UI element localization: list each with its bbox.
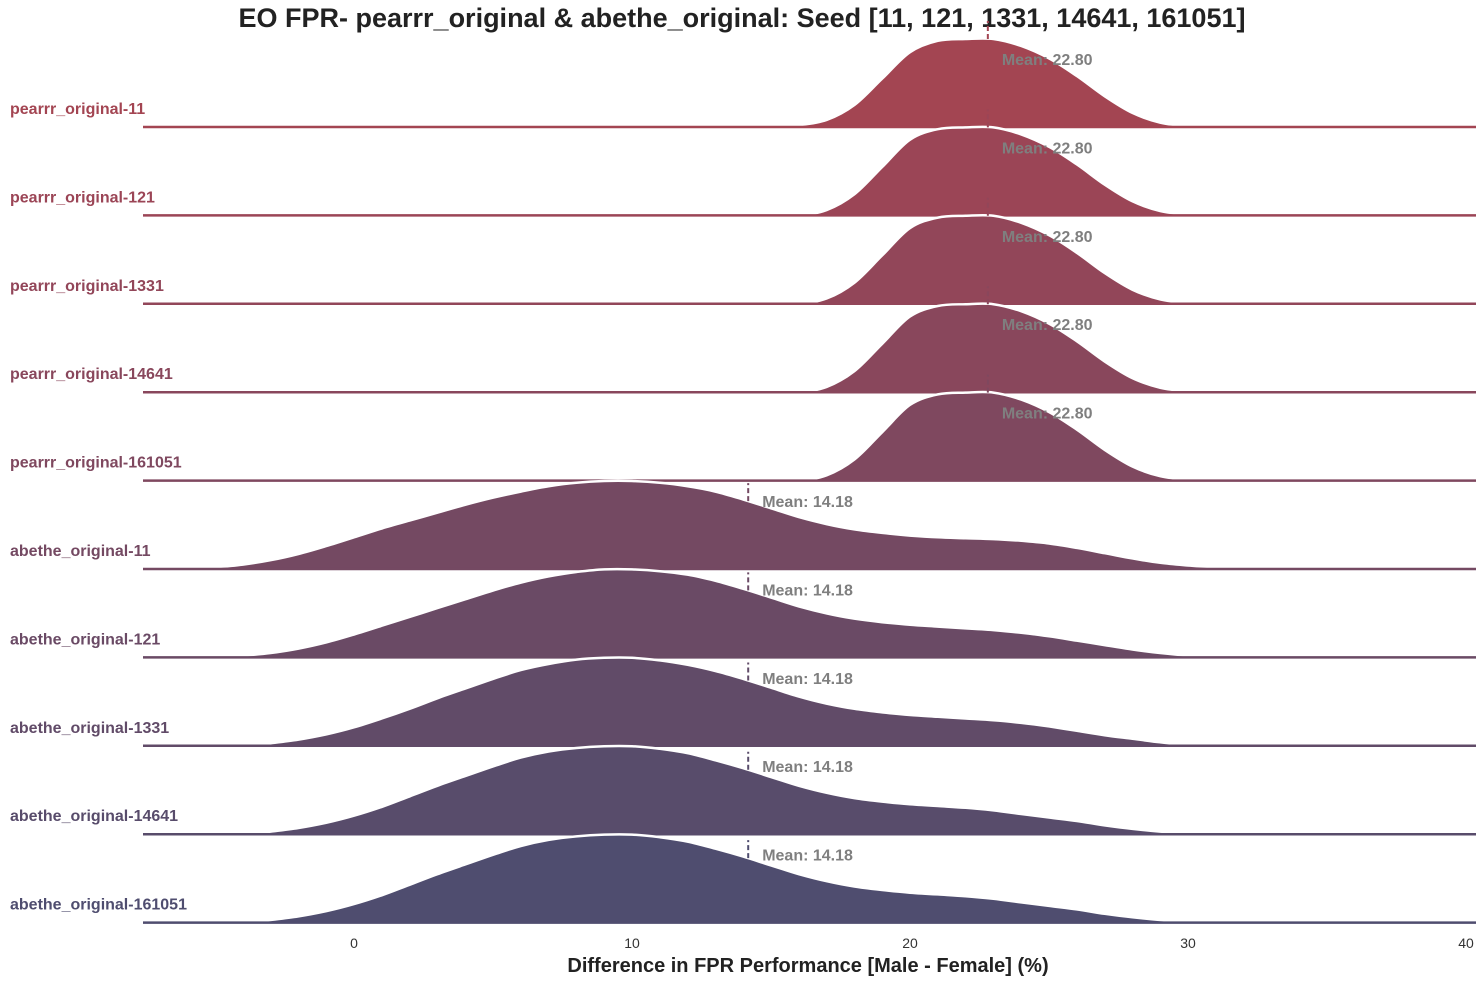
ridge-outline bbox=[159, 302, 1466, 394]
ridge-area bbox=[143, 745, 1476, 835]
ridge-area bbox=[143, 834, 1476, 923]
x-axis-ticks: 0 10 20 30 40 bbox=[350, 935, 1474, 951]
x-axis-label: Difference in FPR Performance [Male - Fe… bbox=[567, 955, 1048, 977]
ridge-outline bbox=[159, 37, 1466, 129]
row-label: abethe_original-14641 bbox=[10, 808, 178, 825]
ridge-outline bbox=[159, 213, 1466, 306]
ridge-abethe_original-121: Mean: 14.18 abethe_original-121 bbox=[10, 567, 1476, 659]
row-label: abethe_original-121 bbox=[10, 631, 160, 648]
mean-label: Mean: 14.18 bbox=[762, 759, 853, 776]
ridge-area bbox=[143, 215, 1476, 305]
ridge-area bbox=[143, 303, 1476, 393]
ridge-area bbox=[143, 38, 1476, 128]
row-label: abethe_original-161051 bbox=[10, 897, 187, 914]
ridge-area bbox=[143, 569, 1476, 658]
row-label: pearrr_original-161051 bbox=[10, 455, 182, 472]
mean-label: Mean: 14.18 bbox=[762, 848, 853, 865]
ridge-abethe_original-161051: Mean: 14.18 abethe_original-161051 bbox=[10, 833, 1476, 925]
row-label: pearrr_original-11 bbox=[10, 101, 145, 118]
ridge-abethe_original-1331: Mean: 14.18 abethe_original-1331 bbox=[10, 656, 1476, 748]
ridge-abethe_original-14641: Mean: 14.18 abethe_original-14641 bbox=[10, 744, 1476, 836]
ridge-outline bbox=[159, 390, 1466, 483]
row-label: abethe_original-1331 bbox=[10, 720, 169, 737]
row-label: pearrr_original-121 bbox=[10, 189, 155, 206]
mean-label: Mean: 14.18 bbox=[762, 671, 853, 688]
ridge-pearrr_original-121: Mean: 22.80 pearrr_original-121 bbox=[10, 109, 1476, 218]
ridge-area bbox=[143, 391, 1476, 481]
mean-label: Mean: 22.80 bbox=[1002, 406, 1093, 423]
mean-label: Mean: 22.80 bbox=[1002, 140, 1093, 157]
x-tick-label: 20 bbox=[902, 935, 918, 951]
ridge-outline bbox=[159, 125, 1466, 218]
row-label: abethe_original-11 bbox=[10, 543, 151, 560]
ridge-pearrr_original-14641: Mean: 22.80 pearrr_original-14641 bbox=[10, 286, 1476, 394]
ridge-abethe_original-11: Mean: 14.18 abethe_original-11 bbox=[10, 479, 1476, 571]
row-label: pearrr_original-1331 bbox=[10, 278, 164, 295]
mean-label: Mean: 14.18 bbox=[762, 494, 853, 511]
x-tick-label: 0 bbox=[350, 935, 358, 951]
mean-label: Mean: 22.80 bbox=[1002, 317, 1093, 334]
row-label: pearrr_original-14641 bbox=[10, 366, 173, 383]
ridge-area bbox=[143, 126, 1476, 216]
ridge-pearrr_original-1331: Mean: 22.80 pearrr_original-1331 bbox=[10, 197, 1476, 306]
x-tick-label: 30 bbox=[1180, 935, 1196, 951]
mean-label: Mean: 22.80 bbox=[1002, 229, 1093, 246]
x-tick-label: 10 bbox=[624, 935, 640, 951]
ridge-pearrr_original-161051: Mean: 22.80 pearrr_original-161051 bbox=[10, 374, 1476, 483]
mean-label: Mean: 14.18 bbox=[762, 582, 853, 599]
x-tick-label: 40 bbox=[1458, 935, 1474, 951]
ridge-area bbox=[143, 657, 1476, 746]
ridge-pearrr_original-11: Mean: 22.80 pearrr_original-11 bbox=[10, 21, 1476, 129]
chart-title: EO FPR- pearrr_original & abethe_origina… bbox=[238, 3, 1246, 33]
mean-label: Mean: 22.80 bbox=[1002, 52, 1093, 69]
